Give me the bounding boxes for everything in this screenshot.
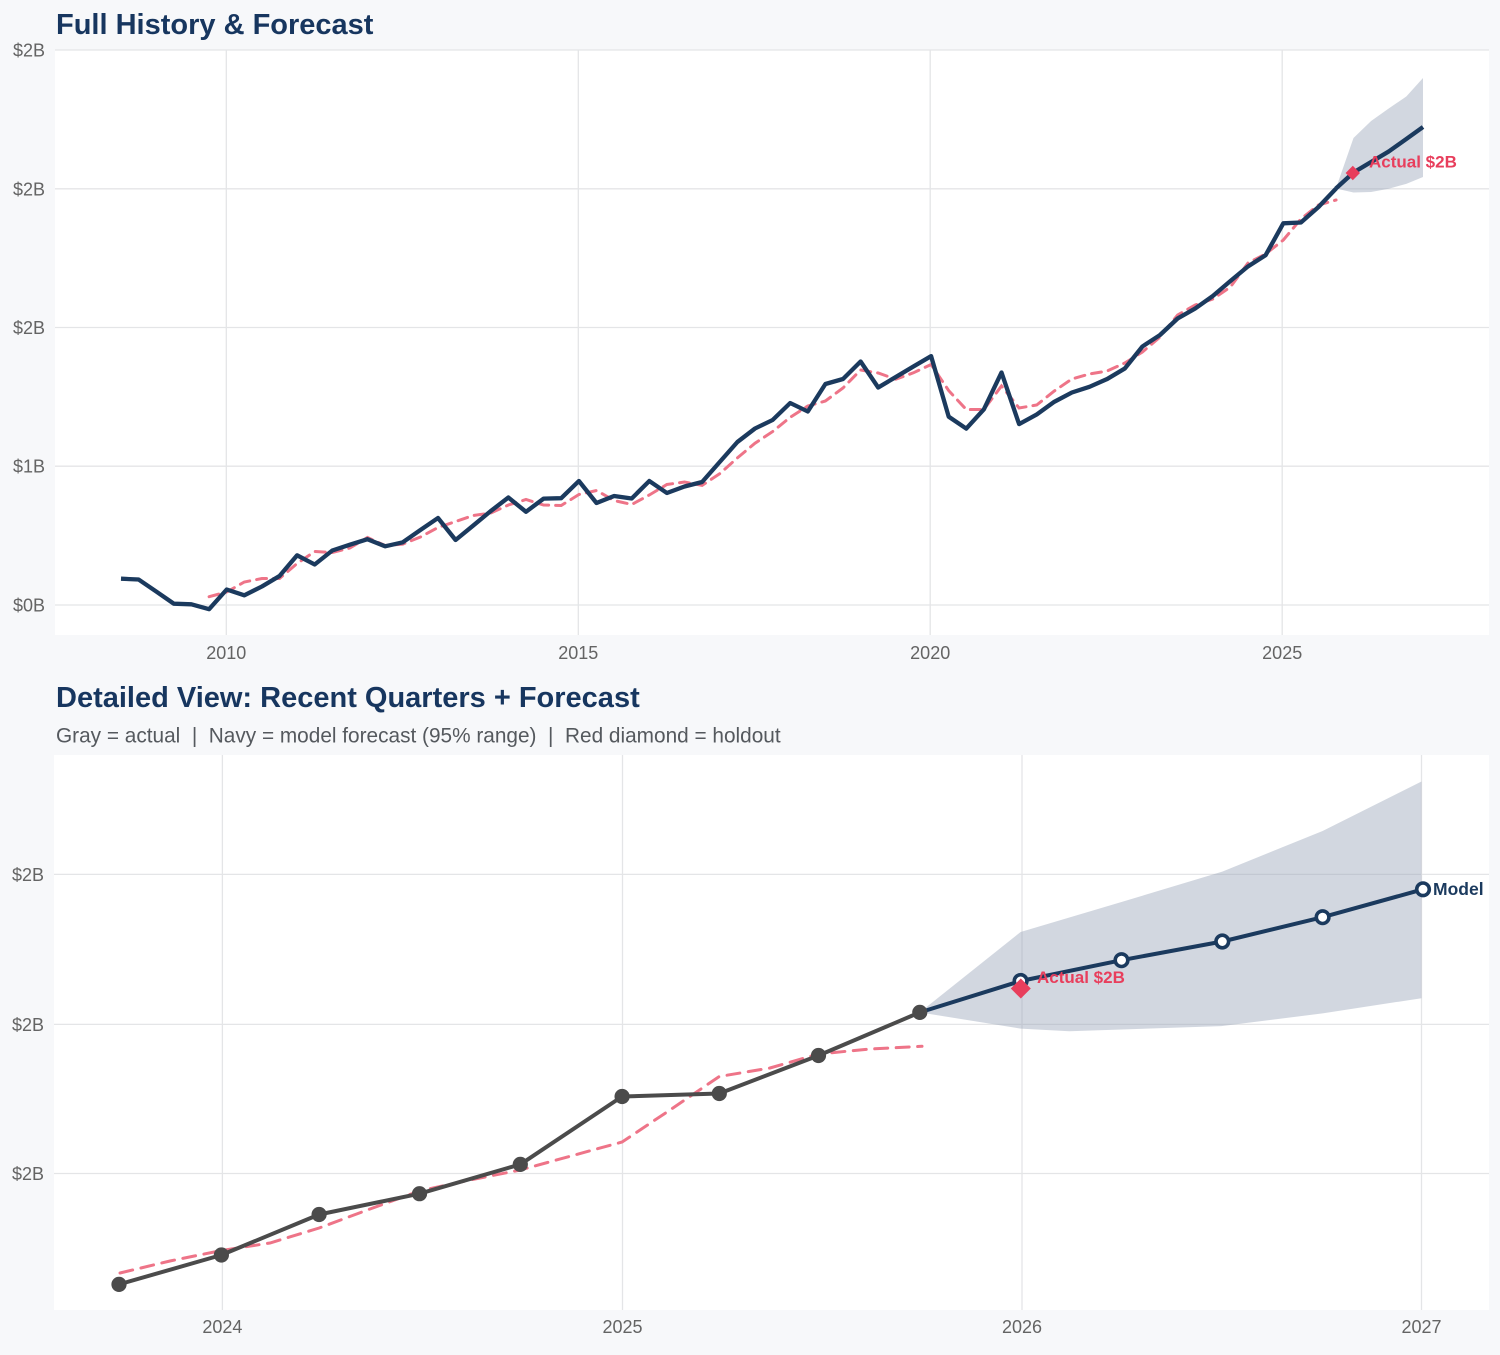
svg-text:$2B: $2B xyxy=(13,318,45,338)
svg-text:$2B: $2B xyxy=(12,865,44,885)
svg-text:Model: Model xyxy=(1433,879,1484,899)
svg-text:$1B: $1B xyxy=(13,457,45,477)
svg-text:$0B: $0B xyxy=(13,596,45,616)
svg-text:2015: 2015 xyxy=(558,643,598,663)
svg-text:$2B: $2B xyxy=(12,1164,44,1184)
svg-text:2020: 2020 xyxy=(910,643,950,663)
svg-text:Full History & Forecast: Full History & Forecast xyxy=(56,9,374,41)
svg-text:$2B: $2B xyxy=(12,1015,44,1035)
svg-text:2026: 2026 xyxy=(1002,1317,1042,1337)
svg-text:2010: 2010 xyxy=(206,643,246,663)
svg-text:2025: 2025 xyxy=(602,1317,642,1337)
svg-text:Actual $2B: Actual $2B xyxy=(1037,968,1125,987)
svg-text:2025: 2025 xyxy=(1262,643,1302,663)
svg-text:Detailed View: Recent Quarters: Detailed View: Recent Quarters + Forecas… xyxy=(56,682,640,714)
svg-text:$2B: $2B xyxy=(13,41,45,61)
svg-text:$2B: $2B xyxy=(13,179,45,199)
svg-text:Gray = actual | Navy = model: Gray = actual | Navy = model forecast (9… xyxy=(56,725,781,748)
svg-text:2024: 2024 xyxy=(202,1317,242,1337)
svg-text:2027: 2027 xyxy=(1401,1317,1441,1337)
svg-text:Actual $2B: Actual $2B xyxy=(1369,153,1457,172)
